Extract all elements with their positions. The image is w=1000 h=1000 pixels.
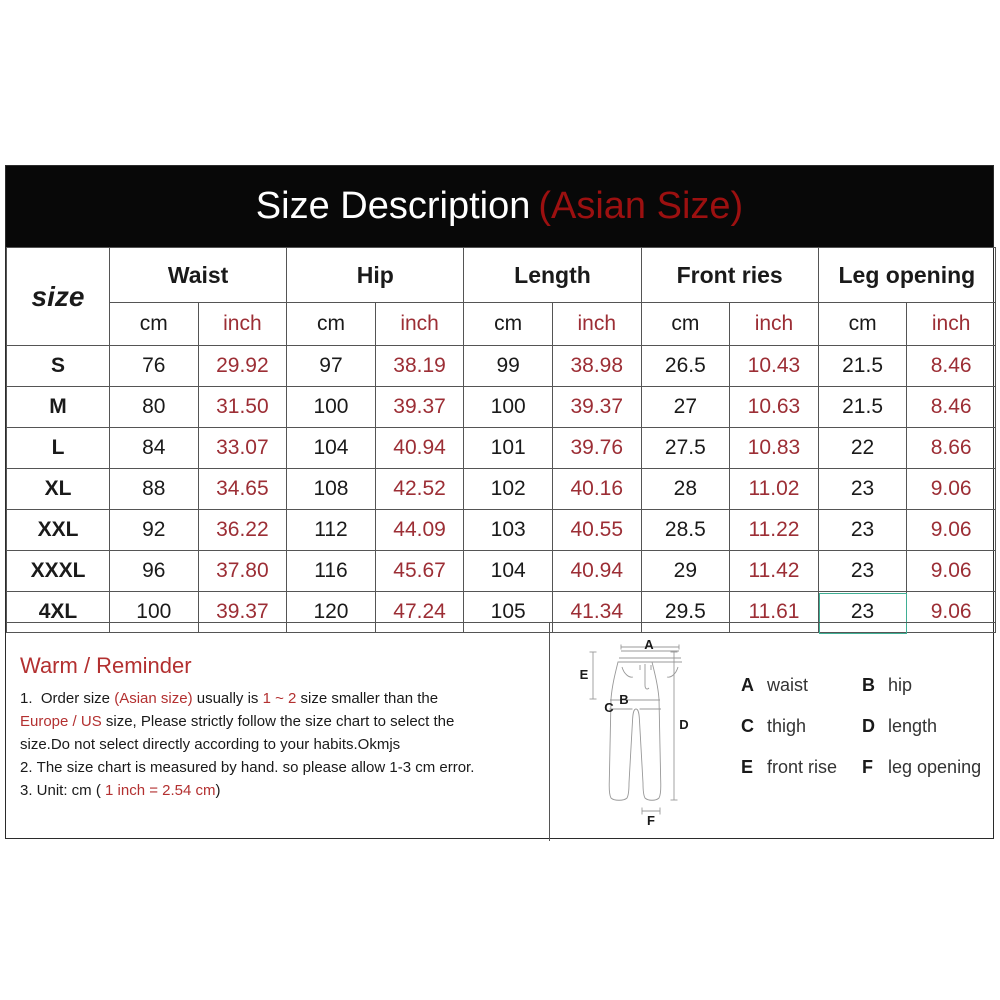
svg-text:E: E xyxy=(580,667,589,682)
svg-text:D: D xyxy=(679,717,688,732)
svg-text:F: F xyxy=(647,813,655,828)
svg-text:C: C xyxy=(604,700,614,715)
svg-text:B: B xyxy=(619,692,628,707)
svg-text:A: A xyxy=(644,637,654,652)
